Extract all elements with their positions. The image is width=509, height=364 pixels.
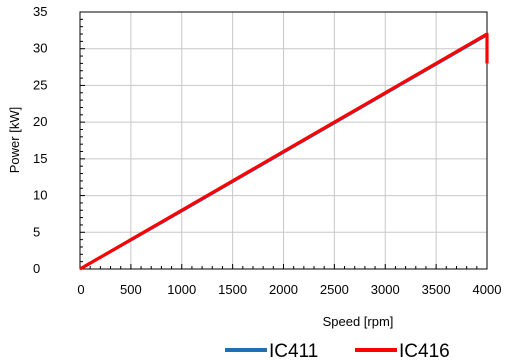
series-lines <box>79 32 489 271</box>
x-tick-label: 3500 <box>422 282 451 297</box>
y-tick-label: 25 <box>33 77 47 92</box>
x-tick-label: 0 <box>77 282 84 297</box>
x-tick-label: 2000 <box>269 282 298 297</box>
legend-label-ic411: IC411 <box>269 341 318 362</box>
x-tick-label: 1500 <box>218 282 247 297</box>
x-tick-label: 3000 <box>371 282 400 297</box>
x-tick-labels: 0 500 1000 1500 2000 2500 3000 3500 4000 <box>77 282 501 297</box>
x-tick-label: 4000 <box>473 282 502 297</box>
legend: IC411 IC416 <box>225 341 450 362</box>
y-tick-label: 30 <box>33 41 47 56</box>
y-tick-label: 35 <box>33 4 47 19</box>
y-tick-label: 0 <box>33 261 40 276</box>
y-tick-label: 15 <box>33 151 47 166</box>
series-line-ic416 <box>79 32 489 271</box>
x-tick-label: 500 <box>120 282 142 297</box>
y-tick-label: 5 <box>33 224 40 239</box>
legend-label-ic416: IC416 <box>399 341 450 362</box>
tick-marks <box>79 11 488 270</box>
y-tick-labels: 0 5 10 15 20 25 30 35 <box>33 4 47 276</box>
x-tick-label: 2500 <box>320 282 349 297</box>
y-tick-label: 10 <box>33 188 47 203</box>
x-axis-label: Speed [rpm] <box>323 314 394 329</box>
y-axis-label: Power [kW] <box>7 107 22 173</box>
x-tick-label: 1000 <box>167 282 196 297</box>
y-tick-label: 20 <box>33 114 47 129</box>
grid <box>79 11 488 270</box>
